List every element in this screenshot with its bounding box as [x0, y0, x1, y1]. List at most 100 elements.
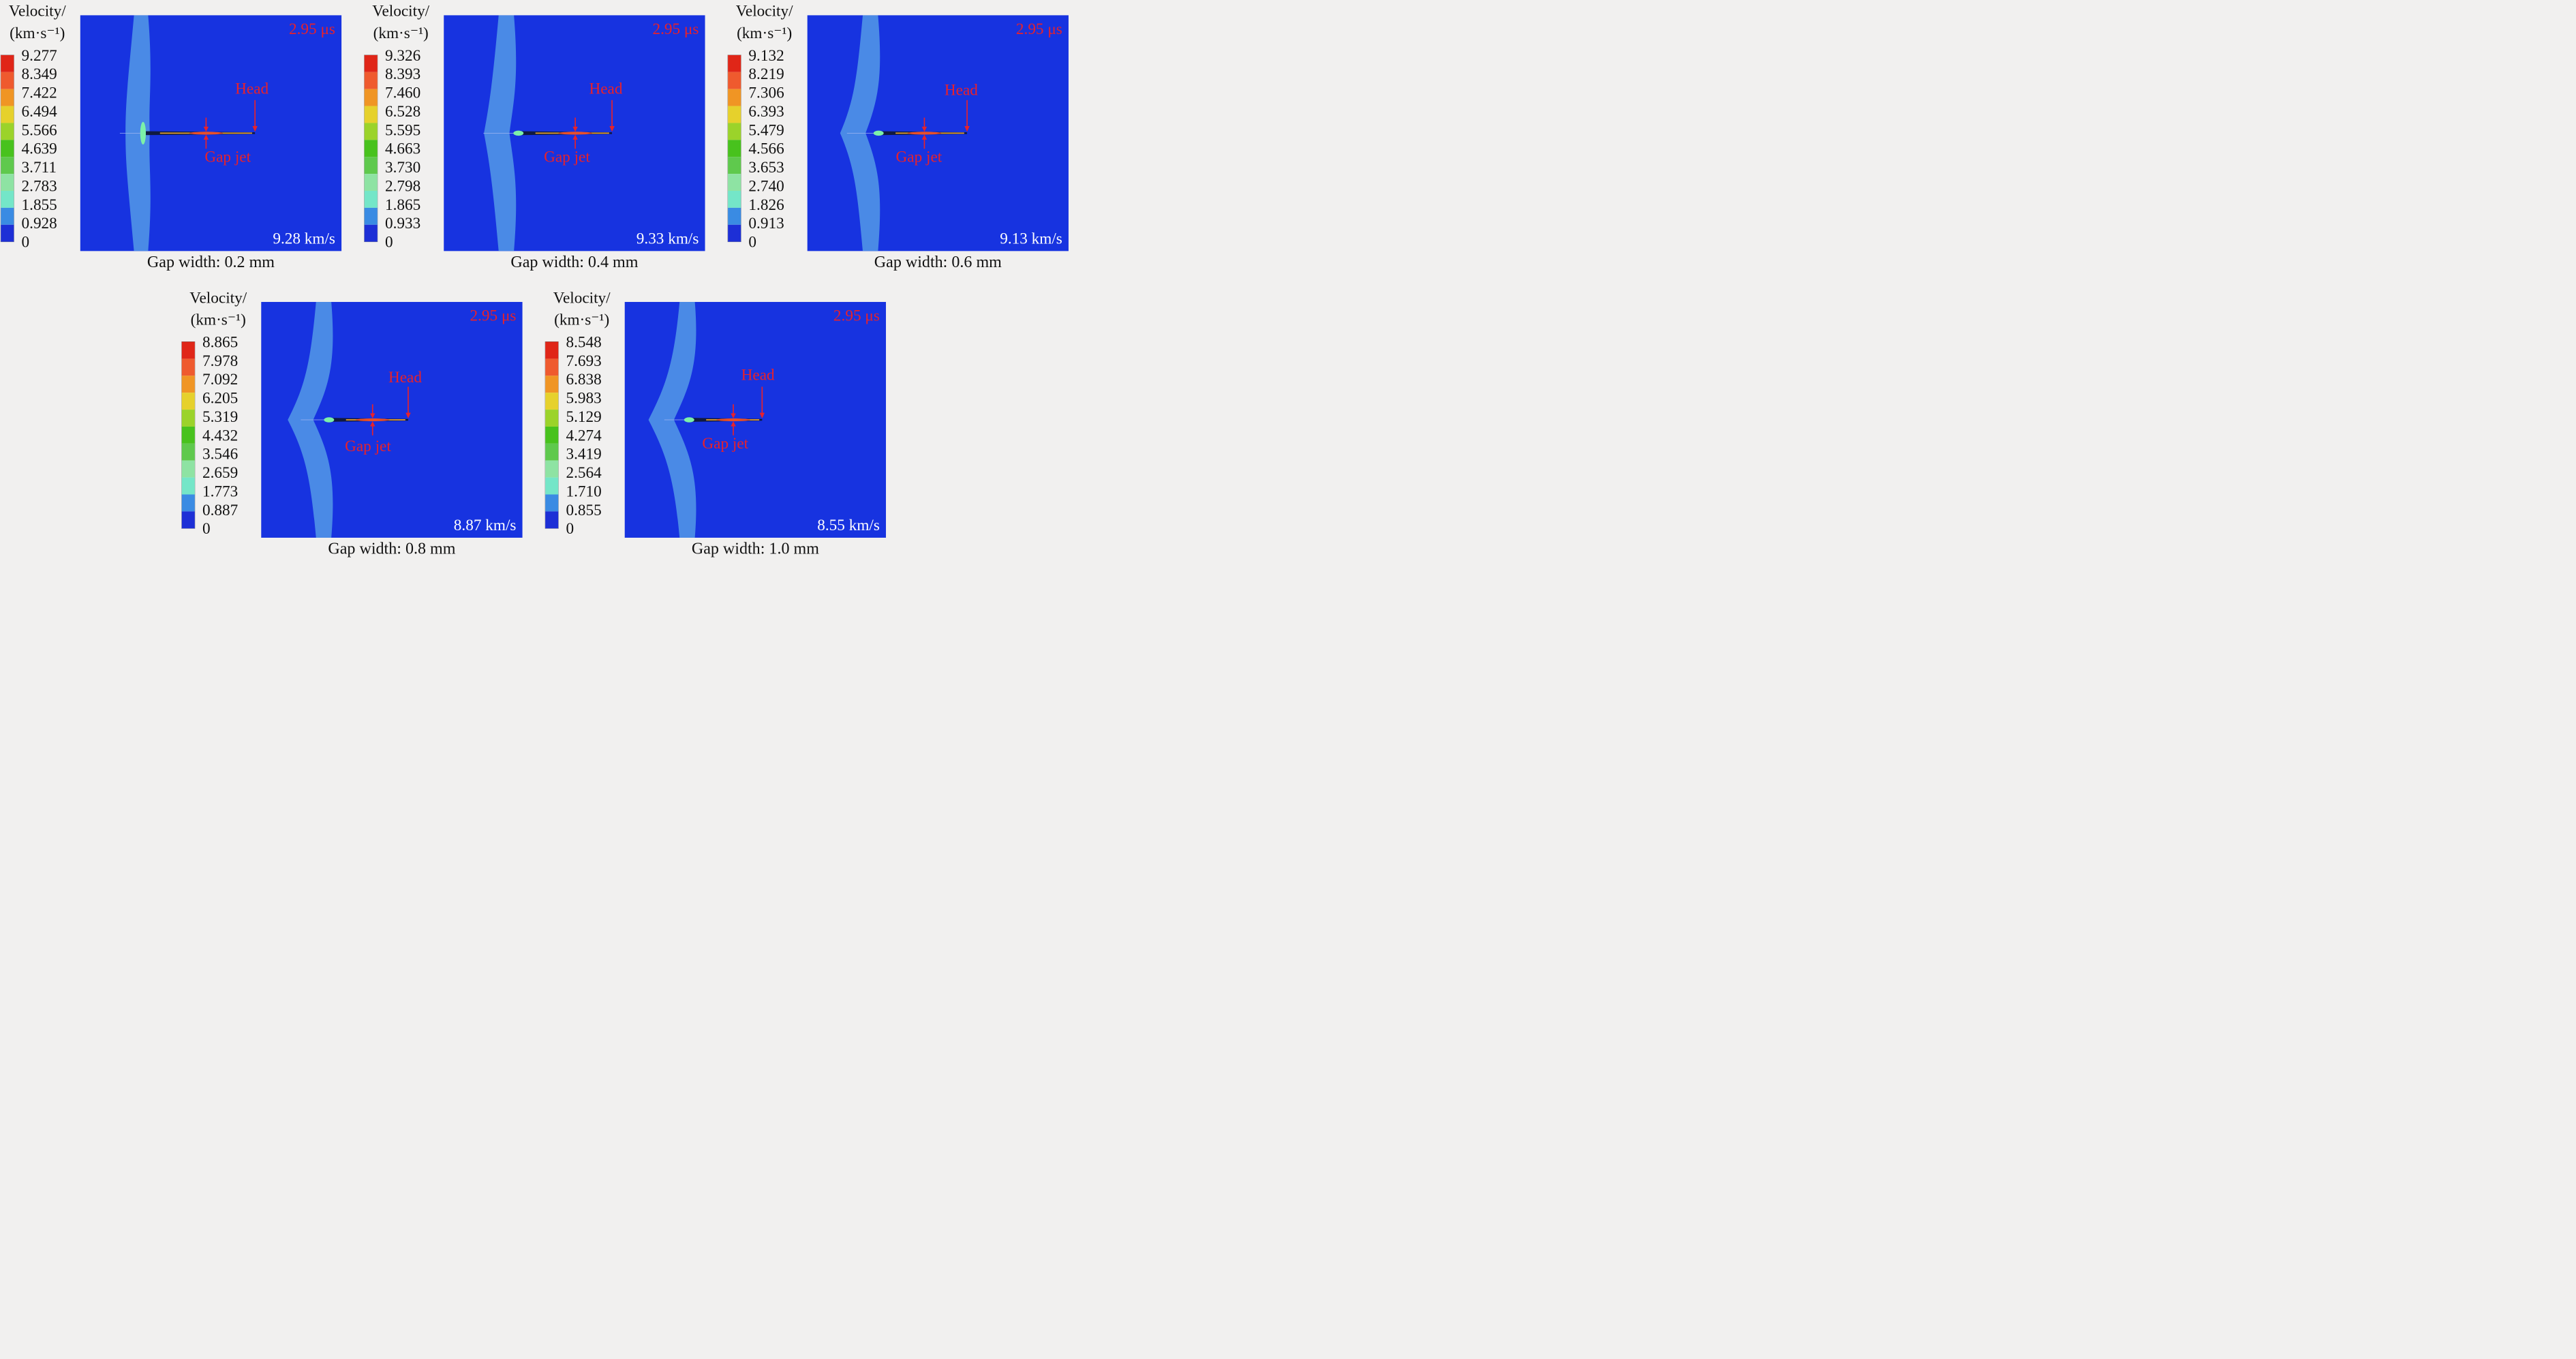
color-scale-tick-label: 4.432: [202, 426, 239, 444]
velocity-field-graphic: [648, 302, 765, 538]
velocity-field-graphic: [288, 302, 411, 538]
color-scale-bar: [364, 55, 378, 243]
color-scale-segment: [364, 123, 378, 140]
color-scale-segment: [545, 358, 559, 376]
color-scale-segment: [728, 55, 741, 72]
color-scale-tick-label: 1.855: [21, 196, 57, 214]
legend-title: Velocity/ (km·s⁻¹): [728, 0, 801, 44]
head-arrowhead: [964, 126, 970, 132]
time-label: 2.95 μs: [289, 20, 335, 38]
color-scale-segment: [545, 410, 559, 427]
panel-caption: Gap width: 0.4 mm: [510, 252, 639, 271]
velocity-field-graphic: [483, 15, 615, 251]
velocity-field-graphic: [840, 15, 970, 251]
head-arrowhead: [405, 412, 411, 418]
gap-jet-label: Gap jet: [544, 147, 590, 166]
color-scale-segment: [181, 410, 195, 427]
color-scale-segment: [728, 190, 741, 208]
gap-arrowhead-top: [369, 413, 375, 418]
color-scale-tick-label: 3.653: [748, 158, 784, 177]
gap-arrowhead-bottom: [921, 134, 927, 140]
color-scale-tick-label: 9.132: [748, 46, 784, 65]
color-scale-segment: [545, 341, 559, 359]
gap-arrowhead-bottom: [572, 134, 578, 140]
color-scale-bar: [0, 55, 14, 243]
jet-speed-label: 8.87 km/s: [453, 516, 517, 534]
color-scale-tick-label: 1.826: [748, 196, 784, 214]
color-scale-segment: [728, 123, 741, 140]
color-scale-segment: [728, 140, 741, 157]
color-scale-segment: [1, 140, 14, 157]
color-scale-segment: [181, 393, 195, 410]
color-scale-segment: [545, 443, 559, 461]
velocity-field-plot: 2.95 μs Head Gap jet 9.28 km/s: [80, 15, 342, 251]
panel-caption: Gap width: 0.8 mm: [328, 539, 456, 558]
jet-speed-label: 9.28 km/s: [273, 230, 335, 247]
color-scale-tick-label: 6.838: [566, 370, 602, 388]
color-scale-segment: [1, 123, 14, 140]
velocity-field-plot: 2.95 μs Head Gap jet 8.55 km/s: [624, 302, 887, 538]
legend-title: Velocity/ (km·s⁻¹): [364, 0, 438, 44]
color-scale-segment: [1, 72, 14, 89]
color-scale-tick-label: 5.595: [384, 121, 421, 139]
legend-title-line1: Velocity/: [735, 2, 793, 20]
gap-arrowhead-top: [572, 126, 578, 132]
gap-jet-hotspot: [558, 132, 593, 135]
head-label: Head: [388, 368, 422, 386]
color-scale-tick-label: 6.393: [748, 102, 784, 121]
color-scale-tick-label: 6.205: [202, 389, 239, 407]
color-scale-tick-label: 5.319: [202, 408, 239, 426]
head-arrowhead: [252, 126, 258, 132]
color-scale-segment: [364, 89, 378, 106]
color-scale-segment: [1, 190, 14, 208]
color-scale-tick-label: 0.928: [21, 214, 57, 232]
color-scale-segment: [1, 89, 14, 106]
color-scale-tick-label: 5.129: [566, 408, 602, 426]
legend-title-line1: Velocity/: [553, 288, 611, 307]
color-scale-ticks: 9.326 8.393 7.460 6.528 5.595 4.663 3.730 2.798…: [384, 46, 442, 250]
legend-title-line2: (km·s⁻¹): [737, 24, 793, 42]
jet-tip-highlight: [873, 130, 884, 136]
color-scale-segment: [181, 460, 195, 478]
color-scale-tick-label: 0.855: [566, 501, 602, 519]
velocity-panel: Velocity/ (km·s⁻¹) 8.548 7.693 6.838 5.983 5.1…: [545, 287, 889, 558]
gap-arrowhead-top: [731, 413, 736, 418]
legend-title: Velocity/ (km·s⁻¹): [1, 0, 74, 44]
color-scale-segment: [181, 443, 195, 461]
color-scale-segment: [181, 511, 195, 529]
color-scale-tick-label: 7.306: [748, 84, 784, 102]
jet-speed-label: 9.13 km/s: [1000, 230, 1062, 247]
head-label: Head: [589, 80, 623, 98]
color-scale-tick-label: 9.277: [21, 46, 57, 65]
legend-title-line2: (km·s⁻¹): [190, 311, 246, 329]
color-scale-segment: [545, 477, 559, 495]
head-label: Head: [235, 80, 269, 98]
time-label: 2.95 μs: [470, 307, 517, 324]
color-scale-tick-label: 2.564: [566, 463, 602, 482]
color-scale-tick-label: 4.566: [748, 140, 784, 158]
color-scale-tick-label: 0: [202, 519, 211, 538]
color-scale-segment: [364, 55, 378, 72]
color-scale-segment: [545, 511, 559, 529]
color-scale-segment: [728, 224, 741, 242]
jet-speed-label: 9.33 km/s: [636, 230, 699, 247]
color-scale-tick-label: 8.548: [566, 333, 602, 351]
time-label: 2.95 μs: [1015, 20, 1062, 38]
color-scale-tick-label: 0.933: [384, 214, 421, 232]
legend-title-line1: Velocity/: [8, 2, 66, 20]
color-scale-segment: [181, 477, 195, 495]
color-scale-segment: [181, 376, 195, 393]
gap-arrowhead-top: [203, 126, 209, 132]
gap-jet-hotspot: [907, 132, 942, 135]
color-scale-segment: [181, 358, 195, 376]
jet-speed-label: 8.55 km/s: [817, 516, 880, 534]
color-scale-segment: [728, 174, 741, 191]
color-scale-segment: [545, 460, 559, 478]
color-scale-segment: [1, 207, 14, 225]
color-scale-tick-label: 7.422: [21, 84, 57, 102]
color-scale-tick-label: 8.219: [748, 65, 784, 83]
color-scale-tick-label: 9.326: [384, 46, 421, 65]
color-scale-bar: [181, 341, 196, 529]
color-scale-segment: [364, 224, 378, 242]
velocity-panel: Velocity/ (km·s⁻¹) 9.132 8.219 7.306 6.393 5.4…: [727, 0, 1069, 271]
